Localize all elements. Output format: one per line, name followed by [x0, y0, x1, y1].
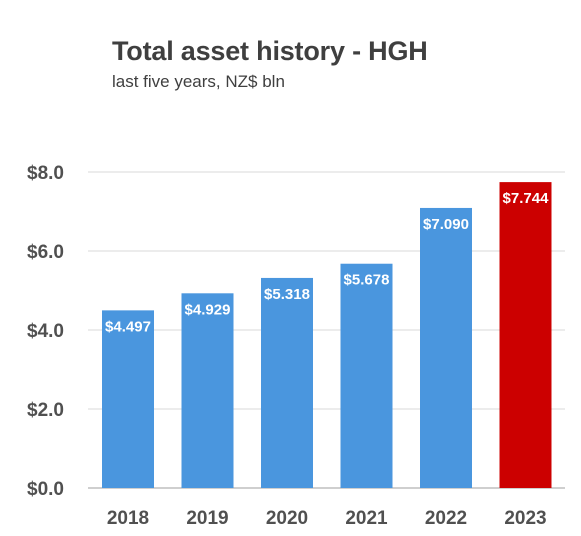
bar-2019 [181, 293, 234, 488]
x-tick-label: 2022 [425, 508, 467, 529]
bars [102, 182, 552, 488]
bar-2022 [420, 207, 472, 488]
data-labels: $4.497 $4.929 $5.318 $5.678 $7.090 $7.744 [105, 190, 549, 335]
x-tick-label: 2019 [186, 508, 228, 529]
x-tick-label: 2021 [345, 508, 388, 529]
x-axis-ticks: 2018 2019 2020 2021 2022 2023 [107, 508, 547, 529]
y-tick-label: $8.0 [27, 163, 64, 184]
bar-2021 [340, 263, 393, 488]
data-label: $7.744 [503, 190, 550, 207]
data-label: $5.318 [264, 286, 310, 303]
data-label: $4.929 [185, 301, 231, 318]
x-tick-label: 2023 [504, 508, 546, 529]
data-label: $5.678 [344, 272, 390, 289]
y-tick-label: $6.0 [27, 242, 64, 263]
bar-2020 [261, 277, 313, 488]
chart-title: Total asset history - HGH [112, 36, 428, 66]
bar-2023 [499, 182, 552, 488]
x-tick-label: 2020 [266, 508, 308, 529]
bar-2018 [102, 310, 154, 488]
y-tick-label: $2.0 [27, 400, 64, 421]
gridlines [88, 171, 565, 489]
x-tick-label: 2018 [107, 508, 149, 529]
y-tick-label: $0.0 [27, 479, 64, 500]
data-label: $4.497 [105, 318, 151, 335]
data-label: $7.090 [423, 216, 469, 233]
y-axis-ticks: $0.0 $2.0 $4.0 $6.0 $8.0 [27, 163, 64, 500]
chart-subtitle: last five years, NZ$ bln [112, 72, 285, 91]
y-tick-label: $4.0 [27, 321, 64, 342]
